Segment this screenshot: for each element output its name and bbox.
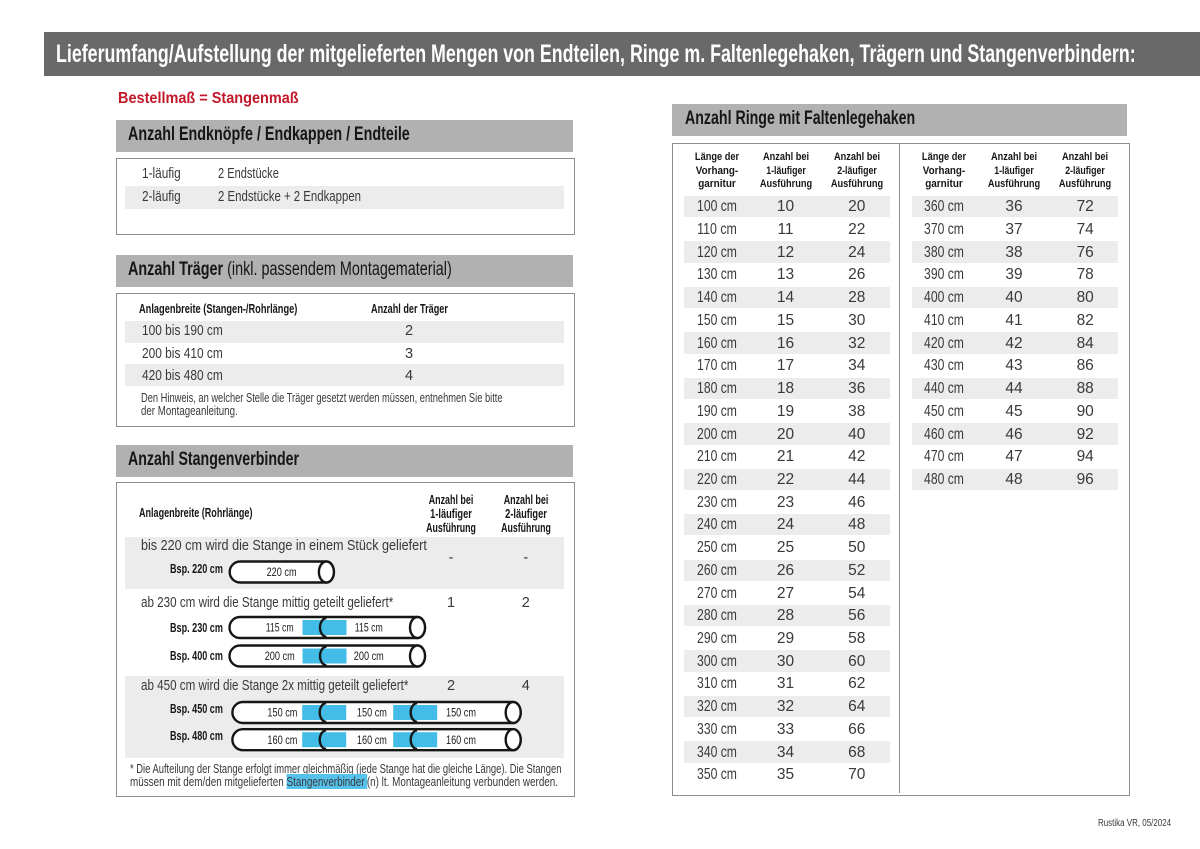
svg-text:150 cm: 150 cm xyxy=(357,706,387,720)
svg-text:150 cm: 150 cm xyxy=(446,706,476,720)
svg-text:200 cm: 200 cm xyxy=(265,649,295,663)
svg-text:160 cm: 160 cm xyxy=(446,733,476,747)
svg-text:200 cm: 200 cm xyxy=(354,649,384,663)
svg-text:160 cm: 160 cm xyxy=(267,733,297,747)
svg-text:220 cm: 220 cm xyxy=(267,565,297,579)
svg-text:160 cm: 160 cm xyxy=(357,733,387,747)
svg-text:115 cm: 115 cm xyxy=(355,621,383,635)
svg-text:115 cm: 115 cm xyxy=(266,621,294,635)
svg-text:150 cm: 150 cm xyxy=(267,706,297,720)
